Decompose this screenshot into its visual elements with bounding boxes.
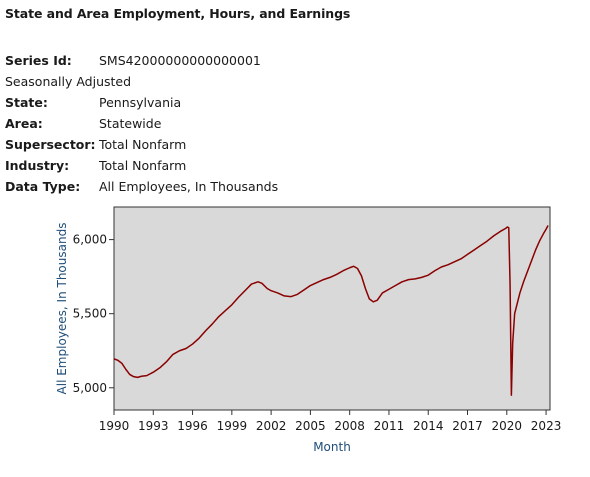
y-tick-label: 5,500 <box>73 307 107 321</box>
plot-area <box>113 206 551 411</box>
seasonal-adjustment-text: Seasonally Adjusted <box>5 74 132 89</box>
x-tick-label: 2002 <box>256 419 287 433</box>
x-tick-label: 2005 <box>295 419 326 433</box>
datatype-value: All Employees, In Thousands <box>99 179 279 194</box>
x-tick-label: 2014 <box>413 419 444 433</box>
page-title: State and Area Employment, Hours, and Ea… <box>5 6 351 21</box>
state-label: State: <box>5 95 48 110</box>
x-tick-label: 1990 <box>99 419 130 433</box>
x-tick-label: 2020 <box>492 419 523 433</box>
datatype-label: Data Type: <box>5 179 81 194</box>
x-tick-label: 2023 <box>531 419 562 433</box>
axis-ticks: 5,000 5,500 6,000 1990 1993 1996 1999 2002 2005 2… <box>73 233 562 433</box>
x-tick-label: 1996 <box>177 419 208 433</box>
y-axis-title: All Employees, In Thousands <box>55 223 69 395</box>
state-value: Pennsylvania <box>99 95 182 110</box>
series-id-value: SMS42000000000000001 <box>99 53 261 68</box>
x-tick-label: 2008 <box>334 419 365 433</box>
y-tick-label: 5,000 <box>73 381 107 395</box>
x-tick-label: 2011 <box>374 419 405 433</box>
x-tick-label: 1993 <box>138 419 169 433</box>
x-tick-label: 2017 <box>452 419 483 433</box>
area-label: Area: <box>5 116 43 131</box>
supersector-value: Total Nonfarm <box>99 137 187 152</box>
supersector-label: Supersector: <box>5 137 96 152</box>
series-line <box>113 225 549 396</box>
x-tick-label: 1999 <box>217 419 248 433</box>
area-value: Statewide <box>99 116 162 131</box>
x-axis-title: Month <box>313 440 351 454</box>
industry-label: Industry: <box>5 158 70 173</box>
employment-line-chart: 5,000 5,500 6,000 1990 1993 1996 1999 2002 2005 2… <box>55 206 562 454</box>
industry-value: Total Nonfarm <box>99 158 187 173</box>
series-id-label: Series Id: <box>5 53 72 68</box>
y-tick-label: 6,000 <box>73 233 107 247</box>
